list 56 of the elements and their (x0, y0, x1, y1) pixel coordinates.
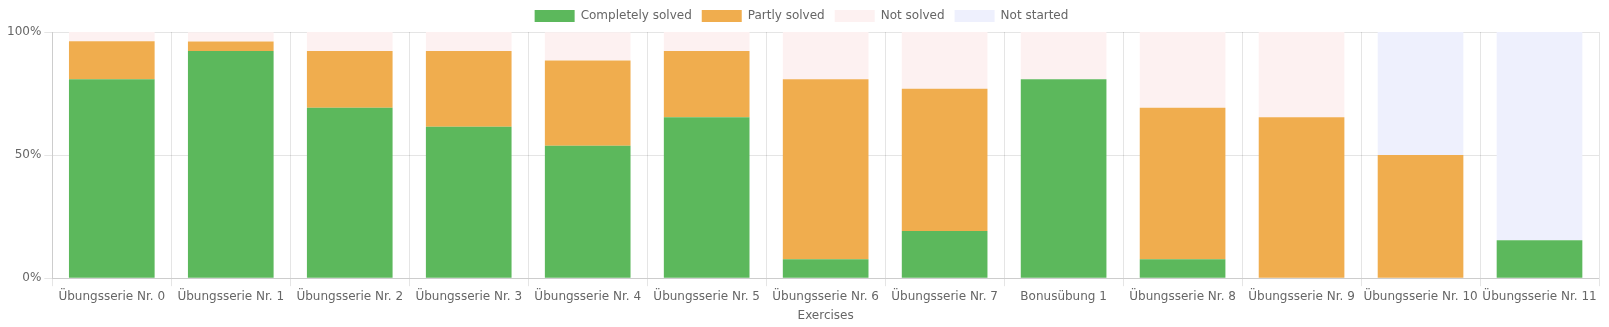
x-tick-label: Übungsserie Nr. 0 (58, 286, 166, 303)
bar (901, 32, 988, 89)
bar (425, 50, 512, 127)
bar (1020, 79, 1107, 278)
legend-label: Completely solved (580, 8, 692, 23)
bar (544, 60, 631, 146)
bar (187, 41, 274, 51)
x-tick-label: Übungsserie Nr. 5 (653, 286, 761, 303)
x-tick-label: Übungsserie Nr. 10 (1363, 286, 1478, 303)
y-tick-label: 50% (14, 147, 42, 162)
bar (68, 32, 155, 42)
bar (1139, 107, 1226, 260)
x-tick-label: Übungsserie Nr. 11 (1482, 286, 1597, 303)
x-tick-label: Übungsserie Nr. 6 (772, 286, 879, 303)
x-axis-title: Exercises (797, 307, 854, 322)
x-tick-label: Übungsserie Nr. 8 (1129, 286, 1236, 303)
bar (1258, 117, 1345, 278)
legend-label: Not started (1000, 8, 1069, 23)
bar (1377, 32, 1464, 156)
bar (663, 117, 750, 278)
legend-label: Not solved (880, 8, 945, 23)
x-tick-label: Übungsserie Nr. 1 (177, 286, 285, 303)
bar (782, 259, 869, 278)
bar (306, 50, 393, 108)
bar (187, 50, 274, 278)
bar (425, 32, 512, 51)
bar (68, 41, 155, 80)
bar (1139, 32, 1226, 108)
bar (1020, 32, 1107, 80)
x-tick-label: Übungsserie Nr. 9 (1248, 286, 1355, 303)
bar (306, 107, 393, 278)
y-tick-label: 0% (22, 270, 42, 285)
bar (1496, 32, 1583, 241)
bar (901, 230, 988, 278)
bar (782, 79, 869, 260)
bar (306, 32, 393, 51)
bar (1258, 32, 1345, 118)
x-tick-label: Übungsserie Nr. 3 (415, 286, 523, 303)
bar (663, 50, 750, 118)
x-tick-label: Übungsserie Nr. 7 (891, 286, 998, 303)
bar (544, 145, 631, 278)
x-tick-label: Übungsserie Nr. 4 (534, 286, 642, 303)
bar (1496, 240, 1583, 278)
x-tick-label: Bonusübung 1 (1020, 288, 1107, 303)
bar (68, 79, 155, 278)
bar (544, 32, 631, 61)
bar (425, 126, 512, 278)
legend-label: Partly solved (747, 8, 825, 23)
x-tick-label: Übungsserie Nr. 2 (296, 286, 404, 303)
bar (782, 32, 869, 80)
y-tick-label: 100% (6, 24, 42, 39)
bar (663, 32, 750, 51)
bar (1139, 259, 1226, 278)
bar (187, 32, 274, 42)
bar (901, 88, 988, 231)
bar (1377, 155, 1464, 278)
